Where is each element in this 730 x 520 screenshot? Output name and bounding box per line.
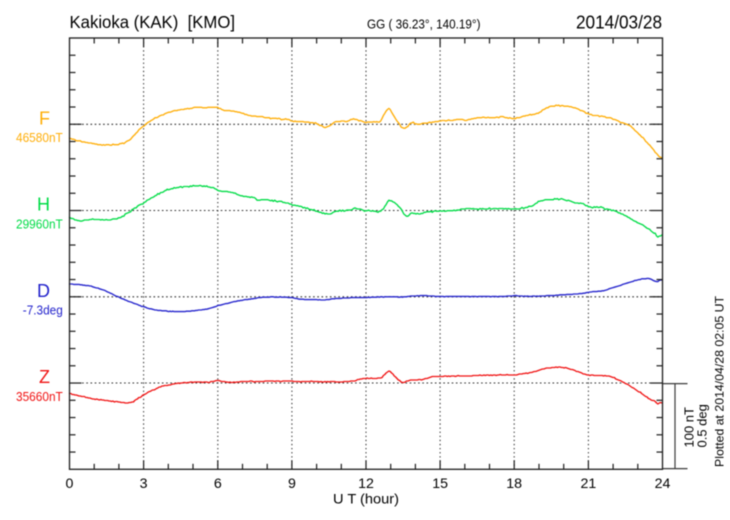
svg-text:-7.3deg: -7.3deg <box>23 303 63 318</box>
svg-text:12: 12 <box>358 476 374 492</box>
svg-text:Plotted at 2014/04/28 02:05 UT: Plotted at 2014/04/28 02:05 UT <box>713 295 727 467</box>
svg-text:F: F <box>39 109 50 129</box>
svg-text:15: 15 <box>432 476 448 492</box>
svg-text:100 nT: 100 nT <box>682 407 697 448</box>
svg-text:46580nT: 46580nT <box>16 130 63 145</box>
svg-text:3: 3 <box>140 476 148 492</box>
svg-text:0: 0 <box>66 476 74 492</box>
svg-text:29960nT: 29960nT <box>16 216 63 231</box>
svg-text:9: 9 <box>288 476 296 492</box>
svg-text:H: H <box>37 195 50 215</box>
svg-text:18: 18 <box>506 476 522 492</box>
svg-text:Kakioka (KAK) [KMO]: Kakioka (KAK) [KMO] <box>70 12 236 32</box>
svg-text:6: 6 <box>214 476 222 492</box>
svg-text:24: 24 <box>655 476 671 492</box>
svg-text:21: 21 <box>581 476 597 492</box>
svg-text:U T (hour): U T (hour) <box>333 491 399 507</box>
svg-text:Z: Z <box>39 367 50 387</box>
svg-text:35660nT: 35660nT <box>16 389 63 404</box>
svg-text:0.5 deg: 0.5 deg <box>695 404 710 447</box>
svg-text:2014/03/28: 2014/03/28 <box>576 12 662 33</box>
svg-text:D: D <box>37 281 50 301</box>
svg-text:GG ( 36.23°, 140.19°): GG ( 36.23°, 140.19°) <box>367 17 481 31</box>
